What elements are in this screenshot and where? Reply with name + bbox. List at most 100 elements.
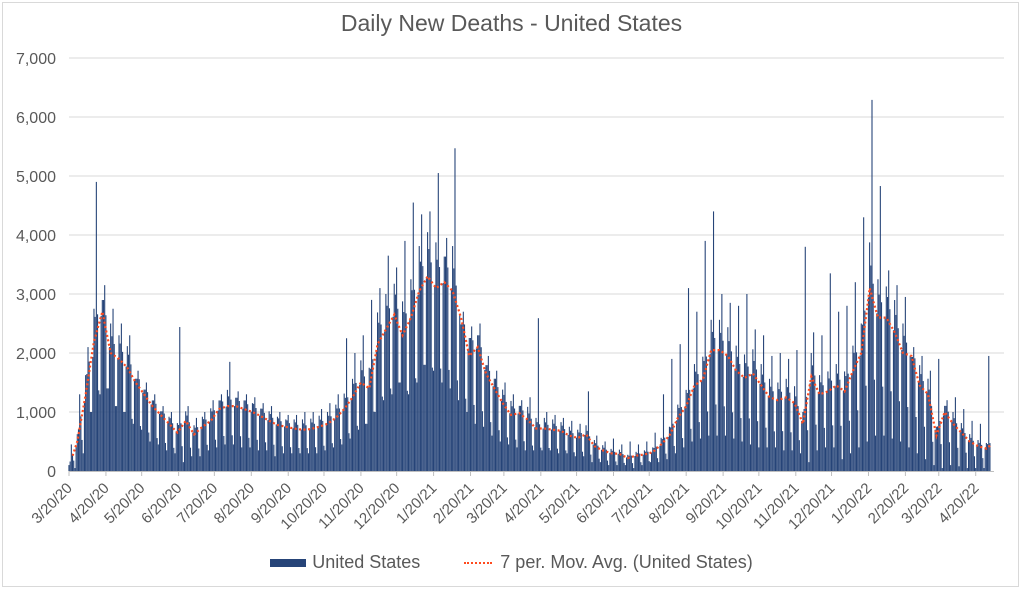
bar	[342, 410, 344, 471]
bar	[261, 408, 263, 471]
bar	[865, 385, 867, 471]
bar	[705, 356, 707, 471]
bar	[172, 423, 174, 471]
bar	[356, 425, 358, 471]
bar	[970, 437, 972, 471]
bar	[778, 389, 780, 471]
bar	[429, 211, 431, 471]
bar	[189, 447, 192, 471]
bar	[281, 446, 283, 471]
bar	[488, 370, 491, 471]
bar	[478, 335, 480, 471]
bar	[567, 434, 569, 471]
bar	[668, 426, 670, 471]
bar	[203, 419, 205, 471]
bar	[653, 448, 655, 471]
bar	[691, 441, 693, 471]
bar	[939, 420, 941, 471]
bar	[872, 283, 874, 471]
bar	[934, 429, 936, 471]
bar	[560, 422, 562, 471]
bar	[141, 429, 143, 471]
bar	[525, 418, 528, 471]
bar	[369, 368, 371, 471]
bar	[380, 324, 382, 471]
y-tick-label: 3,000	[16, 287, 56, 304]
bar	[927, 378, 929, 471]
bar	[462, 311, 464, 471]
bar	[118, 335, 120, 471]
bar	[527, 406, 529, 471]
bar	[565, 450, 567, 471]
bar	[733, 438, 735, 471]
bar	[904, 296, 906, 471]
bar	[431, 367, 433, 471]
bar	[446, 237, 448, 471]
bar	[204, 412, 206, 471]
bar	[130, 364, 132, 471]
bar	[854, 282, 856, 471]
bar	[841, 459, 843, 471]
bar	[774, 447, 777, 471]
legend-swatch-dotted-line	[464, 561, 493, 564]
bar	[975, 468, 977, 471]
bar	[242, 408, 244, 471]
bar	[422, 266, 424, 471]
bar	[629, 441, 631, 471]
bar	[617, 453, 619, 471]
bar	[473, 404, 475, 471]
bar	[523, 441, 525, 471]
bar	[972, 440, 974, 471]
bar	[151, 400, 153, 471]
bar	[982, 458, 984, 471]
bar	[205, 419, 207, 471]
bar	[592, 444, 594, 471]
bar	[738, 305, 740, 471]
bar	[522, 410, 524, 471]
bar	[686, 392, 688, 471]
bar	[197, 427, 199, 471]
bar	[543, 417, 545, 471]
bar	[730, 351, 732, 471]
bar	[376, 312, 379, 471]
bar	[780, 391, 782, 471]
bar	[328, 415, 330, 471]
bar	[91, 412, 93, 471]
bar	[70, 444, 72, 471]
legend-item-moving-average[interactable]: 7 per. Mov. Avg. (United States)	[464, 552, 753, 573]
bar	[572, 433, 574, 471]
bar	[219, 400, 221, 471]
bar	[428, 249, 430, 471]
bar	[211, 411, 213, 471]
bar	[886, 297, 889, 471]
bar	[155, 403, 157, 471]
bar	[75, 446, 77, 471]
bar	[82, 453, 84, 471]
bar	[830, 380, 833, 471]
bar	[721, 294, 723, 471]
bar	[181, 446, 183, 471]
bar	[168, 416, 170, 471]
bar	[396, 267, 398, 471]
bar	[983, 468, 985, 471]
bar	[325, 424, 327, 471]
bar	[623, 462, 625, 471]
bar	[409, 320, 411, 471]
bar	[449, 388, 451, 471]
x-tick-label: 1/20/21	[393, 480, 440, 527]
bar	[621, 444, 623, 471]
bar	[857, 410, 859, 471]
bar	[463, 324, 466, 471]
bar	[938, 358, 940, 471]
bar	[359, 384, 361, 471]
bar	[984, 448, 986, 471]
bar	[954, 397, 956, 471]
bar	[871, 99, 873, 471]
bar	[817, 391, 819, 471]
bar	[372, 359, 374, 471]
bar	[239, 436, 242, 471]
bar	[535, 417, 537, 471]
bar	[412, 202, 414, 472]
bar	[885, 286, 887, 471]
legend-item-united-states[interactable]: United States	[270, 552, 420, 573]
